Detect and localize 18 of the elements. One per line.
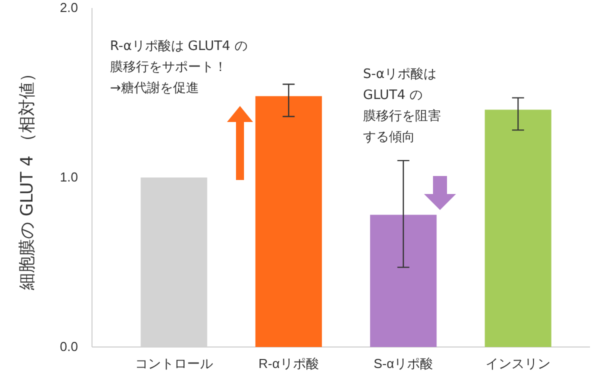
x-tick-label: R-αリポ酸 [258, 356, 319, 372]
annotation: GLUT4 の [363, 88, 423, 103]
bar [370, 214, 437, 347]
y-axis-title: 細胞膜の GLUT 4 （相対値） [18, 65, 38, 291]
bar [255, 96, 322, 347]
annotation: S-αリポ酸は [363, 67, 437, 82]
y-tick-label: 1.0 [60, 170, 78, 185]
y-tick-label: 0.0 [60, 339, 78, 354]
annotation: 膜移行を阻害 [363, 108, 441, 124]
x-tick-label: S-αリポ酸 [374, 356, 434, 372]
annotation: R-αリポ酸は GLUT4 の [110, 39, 248, 54]
annotation: →糖代謝を促進 [110, 81, 199, 96]
annotation: 膜移行をサポート！ [110, 60, 227, 75]
annotation: する傾向 [363, 130, 415, 145]
bar [484, 110, 552, 347]
x-tick-label: コントロール [134, 356, 213, 372]
x-tick-label: インスリン [486, 356, 551, 372]
y-tick-label: 2.0 [60, 0, 78, 16]
